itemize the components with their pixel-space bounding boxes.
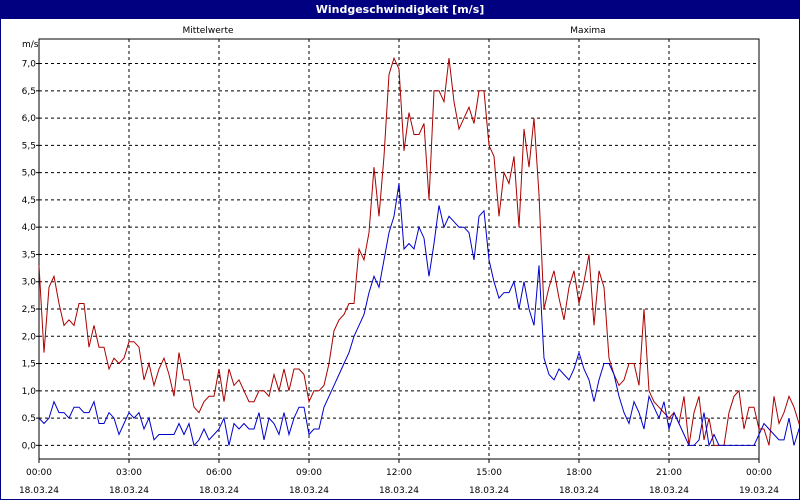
x-tick-date: 18.03.24 (379, 486, 419, 496)
x-tick-time: 12:00 (386, 468, 412, 478)
x-tick-time: 06:00 (206, 468, 232, 478)
grid-lines (36, 39, 760, 463)
x-tick-time: 03:00 (116, 468, 142, 478)
y-tick-label: 0,5 (22, 414, 36, 424)
series-lines (38, 56, 800, 448)
y-tick-label: 2,5 (22, 305, 36, 315)
series-line-mittelwerte (38, 183, 800, 448)
x-tick-date: 18.03.24 (559, 486, 599, 496)
x-tick-time: 18:00 (566, 468, 592, 478)
x-tick-date: 18.03.24 (109, 486, 149, 496)
legend-maxima: Maxima (570, 26, 605, 36)
y-tick-label: 3,0 (22, 278, 37, 288)
y-tick-label: 3,5 (22, 250, 36, 260)
tick-labels: 0,0 0,5 1,0 1,5 2,0 2,5 3,0 3,5 4,0 4,5 5,0 5,5 6,0 6… (19, 60, 779, 496)
x-tick-date: 18.03.24 (199, 486, 239, 496)
y-tick-label: 5,0 (22, 169, 37, 179)
y-tick-label: 1,0 (22, 387, 37, 397)
y-tick-label: 6,0 (22, 114, 37, 124)
x-tick-date: 18.03.24 (289, 486, 329, 496)
chart-title: Windgeschwindigkeit [m/s] (1, 1, 799, 19)
y-tick-label: 1,5 (22, 360, 36, 370)
x-tick-time: 00:00 (26, 468, 52, 478)
y-tick-label: 2,0 (22, 332, 37, 342)
x-tick-date: 18.03.24 (19, 486, 59, 496)
x-tick-time: 15:00 (476, 468, 502, 478)
x-tick-time: 00:00 (746, 468, 772, 478)
y-tick-label: 4,5 (22, 196, 36, 206)
x-tick-date: 19.03.24 (739, 486, 779, 496)
x-tick-date: 18.03.24 (469, 486, 509, 496)
y-tick-label: 5,5 (22, 141, 36, 151)
y-axis-label: m/s (22, 40, 39, 50)
x-tick-date: 18.03.24 (649, 486, 689, 496)
y-tick-label: 0,0 (22, 441, 37, 451)
legend-mittelwerte: Mittelwerte (182, 26, 233, 36)
x-tick-time: 21:00 (656, 468, 682, 478)
y-tick-label: 7,0 (22, 60, 37, 70)
x-tick-time: 09:00 (296, 468, 322, 478)
series-line-maxima (38, 56, 800, 446)
y-tick-label: 4,0 (22, 223, 37, 233)
y-tick-label: 6,5 (22, 87, 36, 97)
